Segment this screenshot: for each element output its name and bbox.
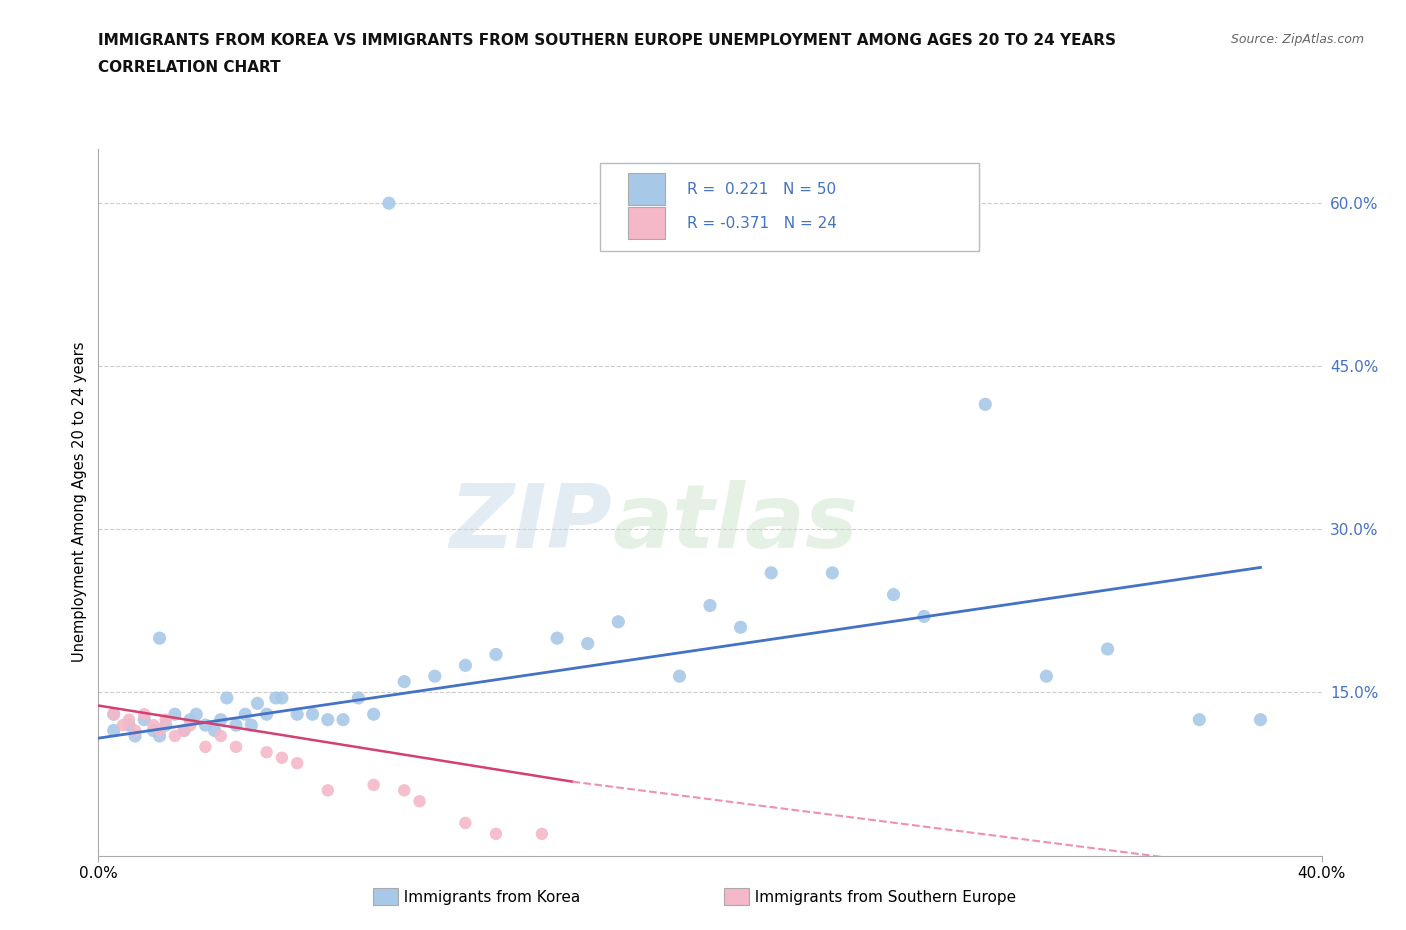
Point — [149, 724, 172, 738]
Point — [225, 739, 247, 754]
Point — [759, 565, 782, 580]
Point — [316, 783, 339, 798]
Point — [264, 690, 287, 705]
Point — [1249, 712, 1271, 727]
Point — [134, 712, 156, 727]
Point — [821, 565, 844, 580]
Point — [363, 777, 385, 792]
Point — [246, 696, 269, 711]
Point — [392, 783, 416, 798]
Point — [347, 690, 370, 705]
Text: CORRELATION CHART: CORRELATION CHART — [98, 60, 281, 75]
Text: IMMIGRANTS FROM KOREA VS IMMIGRANTS FROM SOUTHERN EUROPE UNEMPLOYMENT AMONG AGES: IMMIGRANTS FROM KOREA VS IMMIGRANTS FROM… — [98, 33, 1116, 47]
Point — [194, 739, 217, 754]
Point — [142, 724, 165, 738]
Point — [134, 707, 156, 722]
Text: ZIP: ZIP — [450, 480, 612, 567]
Point — [699, 598, 721, 613]
Point — [1188, 712, 1211, 727]
Point — [668, 669, 690, 684]
Point — [194, 718, 217, 733]
Point — [179, 712, 201, 727]
Point — [285, 756, 308, 771]
Point — [485, 647, 508, 662]
Point — [576, 636, 599, 651]
Point — [155, 712, 177, 727]
Point — [186, 707, 208, 722]
Text: Source: ZipAtlas.com: Source: ZipAtlas.com — [1230, 33, 1364, 46]
Point — [883, 587, 905, 602]
Point — [103, 707, 125, 722]
Point — [124, 724, 146, 738]
Point — [209, 728, 232, 743]
Point — [408, 794, 430, 809]
Point — [301, 707, 323, 722]
Point — [363, 707, 385, 722]
Point — [392, 674, 416, 689]
Point — [233, 707, 256, 722]
Text: R =  0.221   N = 50: R = 0.221 N = 50 — [686, 181, 837, 196]
Point — [225, 718, 247, 733]
Point — [173, 724, 195, 738]
Text: Immigrants from Southern Europe: Immigrants from Southern Europe — [745, 890, 1017, 905]
Point — [103, 707, 125, 722]
Point — [423, 669, 446, 684]
Text: Immigrants from Korea: Immigrants from Korea — [394, 890, 579, 905]
Point — [173, 724, 195, 738]
Point — [118, 712, 141, 727]
Point — [240, 718, 263, 733]
Point — [1097, 642, 1119, 657]
FancyBboxPatch shape — [600, 163, 979, 251]
Text: atlas: atlas — [612, 480, 858, 567]
Point — [149, 631, 172, 645]
Point — [149, 728, 172, 743]
Point — [142, 718, 165, 733]
Point — [256, 745, 278, 760]
Point — [163, 728, 186, 743]
FancyBboxPatch shape — [628, 207, 665, 239]
FancyBboxPatch shape — [628, 173, 665, 205]
Point — [124, 728, 146, 743]
Point — [316, 712, 339, 727]
Point — [378, 195, 401, 210]
Point — [204, 724, 226, 738]
Point — [546, 631, 568, 645]
Point — [607, 615, 630, 630]
Point — [256, 707, 278, 722]
Point — [209, 712, 232, 727]
Point — [1035, 669, 1057, 684]
Point — [163, 707, 186, 722]
Point — [285, 707, 308, 722]
Point — [530, 827, 553, 842]
Point — [912, 609, 935, 624]
Point — [103, 724, 125, 738]
Point — [974, 397, 997, 412]
Point — [485, 827, 508, 842]
Point — [155, 718, 177, 733]
Point — [730, 619, 752, 634]
Point — [270, 690, 292, 705]
Text: R = -0.371   N = 24: R = -0.371 N = 24 — [686, 216, 837, 231]
Point — [332, 712, 354, 727]
Point — [118, 718, 141, 733]
Point — [111, 718, 134, 733]
Point — [179, 718, 201, 733]
Point — [454, 658, 477, 672]
Point — [215, 690, 238, 705]
Y-axis label: Unemployment Among Ages 20 to 24 years: Unemployment Among Ages 20 to 24 years — [72, 342, 87, 662]
Point — [454, 816, 477, 830]
Point — [270, 751, 292, 765]
